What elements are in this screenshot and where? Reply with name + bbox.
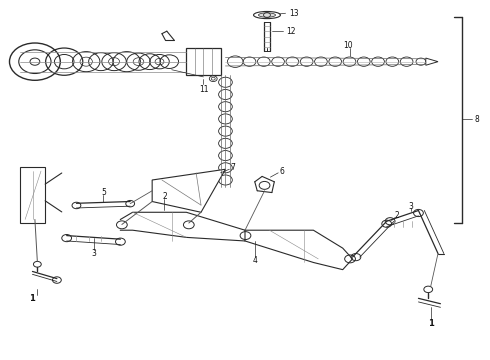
Text: 3: 3 bbox=[409, 202, 414, 211]
Text: 1: 1 bbox=[29, 294, 35, 303]
Text: 5: 5 bbox=[101, 188, 106, 197]
Text: 6: 6 bbox=[279, 167, 284, 176]
Text: 10: 10 bbox=[343, 41, 352, 50]
Bar bbox=[186, 48, 220, 75]
Ellipse shape bbox=[258, 13, 275, 17]
Text: 12: 12 bbox=[287, 27, 296, 36]
Bar bbox=[20, 167, 45, 223]
Text: 1: 1 bbox=[428, 319, 434, 328]
Text: 7: 7 bbox=[230, 163, 235, 172]
Polygon shape bbox=[426, 58, 438, 65]
Ellipse shape bbox=[253, 12, 280, 19]
Text: 4: 4 bbox=[252, 256, 257, 265]
Text: 13: 13 bbox=[289, 9, 298, 18]
Polygon shape bbox=[152, 169, 225, 212]
Text: 3: 3 bbox=[91, 249, 96, 258]
Text: 8: 8 bbox=[475, 114, 480, 123]
Text: 2: 2 bbox=[162, 192, 167, 201]
Text: 2: 2 bbox=[394, 211, 399, 220]
Text: 11: 11 bbox=[199, 85, 208, 94]
